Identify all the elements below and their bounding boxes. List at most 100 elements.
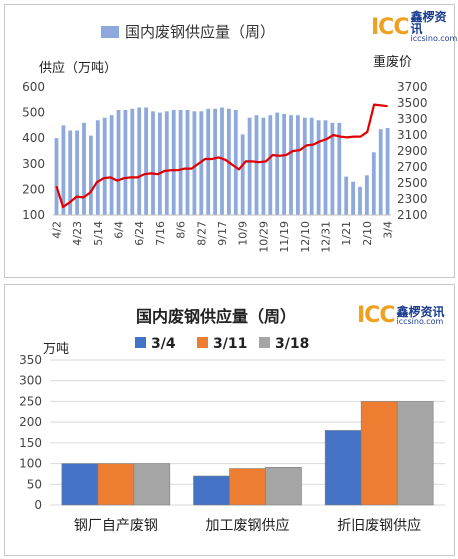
weekly-supply-line-bar-chart: 国内废钢供应量（周） 供应（万吨） 重废价 100 200 300 400 500 600 210…	[4, 4, 457, 278]
logo-name: 鑫椤资讯	[410, 10, 447, 36]
supply-bar	[309, 117, 314, 215]
supply-bar	[130, 108, 135, 215]
logo-mark: ICC	[371, 14, 409, 40]
x-tick-label: 12/10	[299, 221, 312, 253]
x-tick-label: 4/23	[71, 221, 84, 246]
supply-bar	[365, 175, 369, 215]
supply-bar	[275, 112, 280, 215]
y2-tick-label: 3100	[397, 128, 428, 142]
y-axis-title: 万吨	[43, 342, 69, 357]
supply-bar	[323, 120, 328, 215]
category-bar	[193, 475, 230, 506]
x-tick-label: 6/4	[113, 221, 126, 239]
category-label: 钢厂自产废钢	[74, 518, 158, 534]
supply-breakdown-grouped-bar-chart: 国内废钢供应量（周） 万吨 3/4 3/11 3/18 0 50 100 150 200 250 30…	[4, 284, 455, 556]
supply-bar	[95, 120, 100, 215]
x-tick-label: 3/4	[382, 221, 395, 239]
x-tick-label: 4/2	[50, 221, 63, 239]
logo-name: 鑫椤资讯	[396, 304, 445, 319]
legend-swatch	[101, 26, 119, 38]
chart1-title: 国内废钢供应量（周）	[125, 23, 275, 41]
supply-bar	[199, 111, 204, 215]
supply-bar	[61, 125, 66, 215]
logo-mark: ICC	[357, 303, 395, 328]
y-tick-label: 400	[22, 131, 45, 145]
supply-bar	[68, 130, 73, 215]
y-tick-label: 200	[22, 182, 45, 196]
y-tick-label: 500	[22, 106, 45, 120]
x-tick-label: 8/27	[195, 221, 208, 246]
supply-bar	[351, 181, 355, 215]
supply-bar	[268, 115, 273, 215]
legend-swatch	[135, 337, 146, 348]
category-bar	[61, 463, 99, 506]
x-tick-label: 12/31	[320, 221, 333, 253]
category-bar	[97, 463, 135, 506]
y2-tick-label: 3500	[397, 96, 428, 110]
y-tick-label: 600	[22, 80, 45, 94]
legend-swatch	[259, 337, 270, 348]
left-axis-title: 供应（万吨）	[39, 60, 117, 76]
chart2-title: 国内废钢供应量（周）	[136, 307, 296, 326]
x-tick-label: 10/29	[257, 221, 270, 253]
logo-url: iccsino.com	[410, 34, 458, 43]
supply-bar	[302, 117, 307, 215]
y-tick-label: 200	[19, 415, 42, 429]
y2-tick-label: 2500	[397, 176, 428, 190]
legend-label: 3/18	[275, 336, 309, 352]
supply-bar	[185, 110, 190, 215]
supply-bar	[220, 107, 224, 215]
supply-bar	[102, 117, 107, 215]
supply-bar	[75, 130, 79, 215]
supply-bar	[158, 112, 162, 215]
supply-bar	[296, 115, 300, 215]
supply-bar	[116, 110, 121, 215]
supply-bar	[344, 176, 349, 215]
supply-bar	[54, 138, 59, 215]
icc-logo: ICC 鑫椤资讯 iccsino.com	[371, 11, 457, 43]
category-bar	[133, 463, 171, 506]
price-line	[55, 103, 388, 209]
supply-bar	[151, 111, 155, 215]
category-bar	[265, 467, 302, 506]
x-tick-label: 9/17	[216, 221, 229, 246]
y-tick-label: 100	[19, 457, 42, 471]
supply-bar	[254, 115, 259, 215]
right-axis-title: 重废价	[373, 54, 412, 70]
legend-label: 3/4	[151, 336, 176, 352]
chart2-svg: 国内废钢供应量（周） 万吨 3/4 3/11 3/18 0 50 100 150 200 250 30…	[19, 307, 445, 534]
y2-tick-label: 3700	[397, 80, 428, 94]
y2-tick-label: 2300	[397, 192, 428, 206]
y2-tick-label: 2100	[397, 208, 428, 222]
supply-bar	[330, 122, 335, 215]
supply-bar	[316, 120, 321, 215]
category-label: 折旧废钢供应	[337, 517, 421, 534]
supply-bar	[206, 108, 211, 215]
x-tick-label: 8/6	[175, 221, 188, 239]
supply-bar	[233, 110, 238, 215]
supply-bar	[261, 117, 266, 215]
y-tick-label: 300	[22, 157, 45, 171]
supply-bar	[109, 115, 114, 215]
supply-bar	[371, 152, 376, 215]
supply-bar	[385, 128, 390, 215]
x-tick-label: 6/24	[133, 221, 146, 246]
supply-bar	[378, 129, 383, 215]
x-tick-label: 5/14	[92, 221, 105, 246]
x-tick-label: 10/9	[237, 221, 250, 246]
x-tick-label: 7/16	[154, 221, 167, 246]
category-label: 加工废钢供应	[206, 517, 290, 534]
category-bar	[396, 401, 434, 506]
x-tick-label: 2/10	[361, 221, 374, 246]
supply-bar	[192, 111, 197, 215]
y-tick-label: 150	[19, 436, 42, 450]
supply-bar	[178, 110, 183, 215]
supply-bar	[144, 107, 148, 215]
y-tick-label: 100	[22, 208, 45, 222]
y2-tick-label: 3300	[397, 112, 428, 126]
x-tick-label: 11/19	[278, 221, 291, 253]
y-tick-label: 300	[19, 374, 42, 388]
supply-bar	[164, 111, 169, 215]
y-tick-label: 250	[19, 394, 42, 408]
y-tick-label: 350	[19, 353, 42, 367]
